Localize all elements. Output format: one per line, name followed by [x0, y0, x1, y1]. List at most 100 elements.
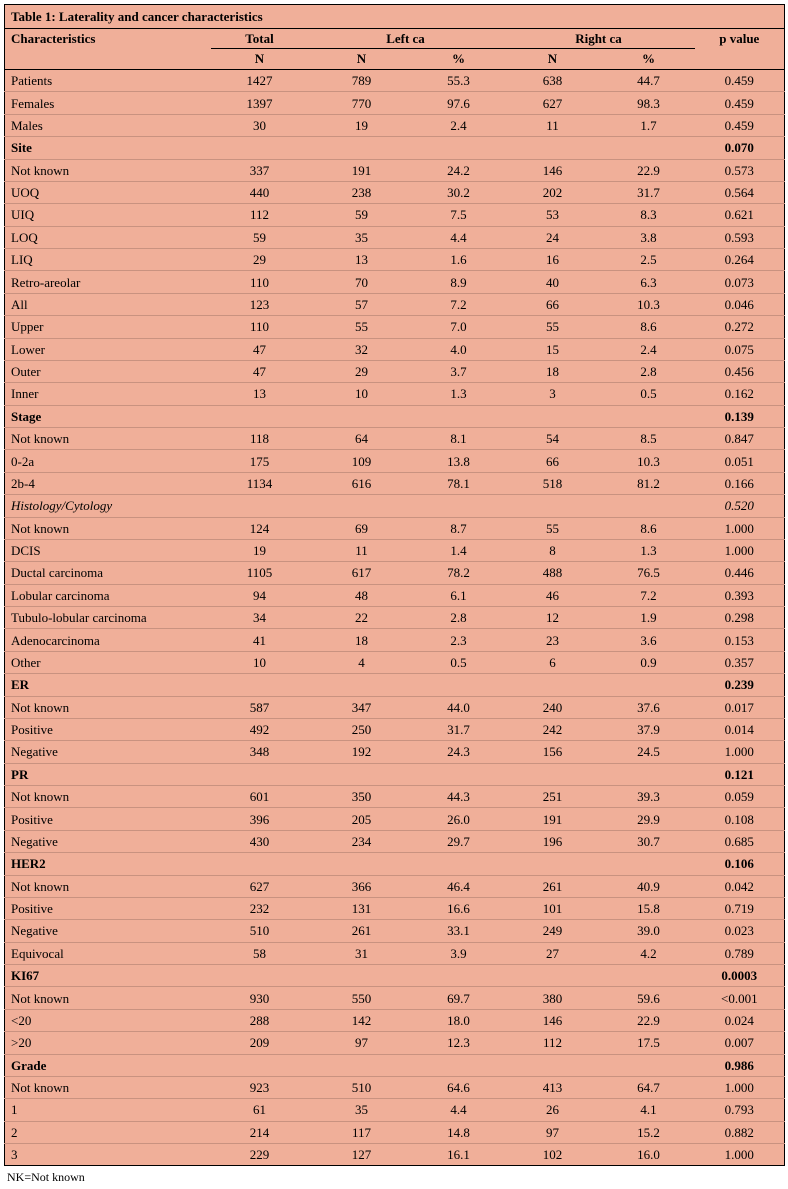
cell-right-percent: 17.5: [602, 1031, 695, 1054]
cell-label: 1: [4, 1098, 211, 1122]
cell-p-value: 0.023: [694, 919, 785, 943]
cell-label: Equivocal: [4, 941, 211, 965]
cell-left-n: 191: [308, 158, 415, 182]
cell-left-n: 250: [308, 717, 415, 741]
cell-left-n: 347: [308, 695, 415, 719]
table-row: Lower 47 32 4.0 15 2.4 0.075: [4, 337, 785, 361]
cell-right-n: 413: [502, 1075, 603, 1099]
cell-right-percent: 37.9: [602, 717, 695, 741]
cell-left-n: [308, 494, 415, 517]
cell-total-n: 232: [210, 896, 309, 920]
cell-p-value: 0.621: [694, 203, 785, 227]
cell-label: 0-2a: [4, 449, 211, 473]
cell-p-value: 0.162: [694, 382, 785, 406]
cell-total-n: 175: [210, 449, 309, 473]
cell-p-value: 0.456: [694, 359, 785, 383]
cell-left-percent: 44.0: [414, 695, 503, 719]
cell-p-value: 0.073: [694, 270, 785, 294]
cell-left-percent: [414, 673, 503, 696]
cell-total-n: 440: [210, 180, 309, 204]
table-row: Not known 587 347 44.0 240 37.6 0.017: [4, 695, 785, 719]
cell-left-percent: 97.6: [414, 91, 503, 115]
cell-label: Other: [4, 650, 211, 674]
cell-left-n: 510: [308, 1075, 415, 1099]
table-row: 0-2a 175 109 13.8 66 10.3 0.051: [4, 449, 785, 473]
cell-right-n: 202: [502, 180, 603, 204]
cell-label: DCIS: [4, 538, 211, 562]
cell-left-percent: [414, 963, 503, 987]
cell-total-n: 34: [210, 605, 309, 629]
cell-left-percent: [414, 404, 503, 428]
cell-label: Not known: [4, 1075, 211, 1099]
cell-label: UIQ: [4, 203, 211, 227]
cell-left-percent: 30.2: [414, 180, 503, 204]
cell-left-percent: 78.2: [414, 561, 503, 585]
cell-left-n: 35: [308, 1098, 415, 1122]
table-row: 2 214 117 14.8 97 15.2 0.882: [4, 1120, 785, 1144]
cell-label: UOQ: [4, 180, 211, 204]
cell-right-percent: 4.1: [602, 1098, 695, 1122]
cell-p-value: <0.001: [694, 986, 785, 1010]
cell-right-n: 488: [502, 561, 603, 585]
cell-left-n: 770: [308, 91, 415, 115]
header-group-row: Characteristics Total Left ca Right ca p…: [4, 28, 785, 70]
table-row: Inner 13 10 1.3 3 0.5 0.162: [4, 382, 785, 406]
cell-left-percent: 78.1: [414, 471, 503, 495]
cell-p-value: 0.459: [694, 113, 785, 137]
cell-left-n: 29: [308, 359, 415, 383]
table-row: Upper 110 55 7.0 55 8.6 0.272: [4, 315, 785, 338]
table-row: Positive 232 131 16.6 101 15.8 0.719: [4, 896, 785, 920]
cell-p-value: 0.847: [694, 426, 785, 450]
table-row: PR 0.121: [4, 762, 785, 786]
cell-p-value: 0.520: [694, 494, 785, 517]
table-row: Equivocal 58 31 3.9 27 4.2 0.789: [4, 941, 785, 965]
cell-total-n: 430: [210, 829, 309, 853]
cell-p-value: 0.042: [694, 874, 785, 898]
table-row: 1 61 35 4.4 26 4.1 0.793: [4, 1098, 785, 1122]
cell-label: Inner: [4, 382, 211, 406]
cell-right-percent: 8.3: [602, 203, 695, 227]
table-row: 3 229 127 16.1 102 16.0 1.000: [4, 1142, 785, 1166]
table-row: Not known 118 64 8.1 54 8.5 0.847: [4, 426, 785, 450]
cell-right-percent: [602, 136, 695, 159]
cell-total-n: 1105: [210, 561, 309, 585]
cell-right-n: 54: [502, 426, 603, 450]
cell-total-n: 112: [210, 203, 309, 227]
table-row: Other 10 4 0.5 6 0.9 0.357: [4, 650, 785, 674]
cell-right-percent: 39.3: [602, 784, 695, 808]
cell-right-n: [502, 963, 603, 987]
cell-p-value: 0.357: [694, 650, 785, 674]
table-row: HER2 0.106: [4, 852, 785, 875]
cell-left-percent: 31.7: [414, 717, 503, 741]
cell-left-n: 550: [308, 986, 415, 1010]
cell-total-n: 123: [210, 292, 309, 316]
cell-right-percent: [602, 852, 695, 875]
table-row: Patients 1427 789 55.3 638 44.7 0.459: [5, 70, 785, 92]
cell-right-n: [502, 762, 603, 786]
cell-total-n: 209: [210, 1031, 309, 1054]
table-row: Not known 627 366 46.4 261 40.9 0.042: [4, 874, 785, 898]
cell-label: Site: [4, 136, 211, 159]
cell-total-n: [210, 673, 309, 696]
cell-left-n: 616: [308, 471, 415, 495]
cell-left-n: 109: [308, 449, 415, 473]
cell-total-n: [210, 494, 309, 517]
cell-p-value: 0.075: [694, 337, 785, 361]
cell-label: Upper: [4, 315, 211, 338]
cell-right-percent: 1.7: [602, 113, 695, 137]
cell-left-percent: 64.6: [414, 1075, 503, 1099]
cell-right-n: [502, 494, 603, 517]
cell-left-n: [308, 963, 415, 987]
cell-left-n: [308, 673, 415, 696]
cell-right-n: 638: [542, 73, 563, 89]
cell-right-percent: [602, 404, 695, 428]
cell-p-value: 0.272: [694, 315, 785, 338]
subheader-left-n: N: [308, 48, 415, 70]
cell-left-n: 192: [308, 740, 415, 764]
cell-left-percent: 55.3: [447, 73, 470, 89]
cell-p-value: 0.685: [694, 829, 785, 853]
cell-left-n: 22: [308, 605, 415, 629]
cell-left-percent: 2.4: [414, 113, 503, 137]
cell-p-value: 0.459: [724, 73, 754, 89]
cell-left-percent: 8.9: [414, 270, 503, 294]
